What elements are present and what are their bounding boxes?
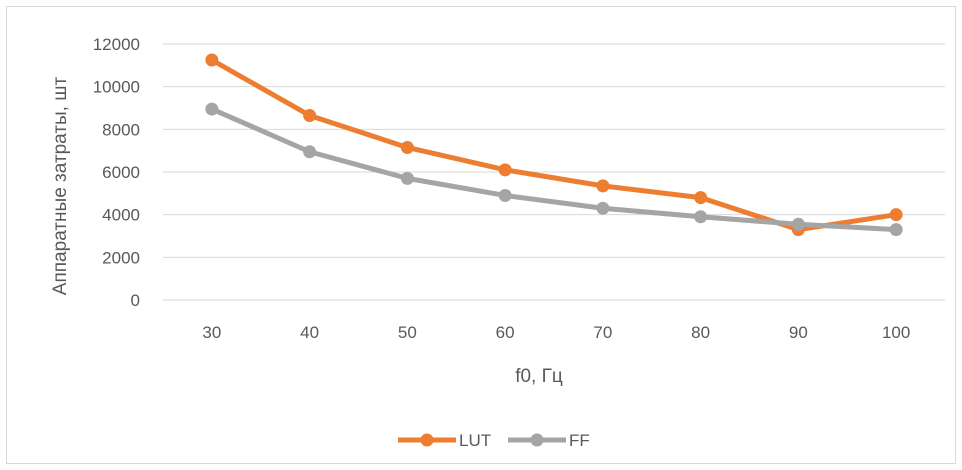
- data-point-ff: [400, 171, 414, 185]
- data-point-ff: [303, 145, 317, 159]
- data-point-ff: [791, 217, 805, 231]
- data-point-lut: [889, 208, 903, 222]
- y-tick-label: 10000: [93, 78, 140, 97]
- legend-item-ff: FF: [508, 431, 590, 450]
- data-point-lut: [498, 163, 512, 177]
- y-tick-label: 6000: [102, 163, 140, 182]
- data-point-lut: [303, 108, 317, 122]
- data-point-ff: [889, 223, 903, 237]
- x-tick-label: 60: [496, 323, 515, 342]
- y-axis-tick-labels: 0 2000 4000 6000 8000 10000 12000: [93, 35, 140, 310]
- x-axis-title: f0, Гц: [515, 366, 563, 387]
- y-tick-label: 2000: [102, 248, 140, 267]
- x-tick-label: 90: [789, 323, 808, 342]
- x-axis-tick-labels: 30 40 50 60 70 80 90 100: [202, 323, 910, 342]
- data-point-ff: [596, 201, 610, 215]
- y-axis-title: Аппаратные затраты, шт: [50, 77, 71, 296]
- series-lines: [205, 53, 903, 237]
- x-tick-label: 80: [691, 323, 710, 342]
- y-tick-label: 4000: [102, 206, 140, 225]
- legend-label: LUT: [459, 431, 491, 450]
- series-line-ff: [209, 106, 899, 233]
- data-point-ff: [498, 188, 512, 202]
- data-point-lut: [205, 53, 219, 67]
- legend-swatch-marker: [530, 433, 544, 447]
- legend: LUT FF: [398, 431, 590, 450]
- x-tick-label: 100: [882, 323, 910, 342]
- data-point-lut: [400, 140, 414, 154]
- x-tick-label: 30: [202, 323, 221, 342]
- legend-label: FF: [569, 431, 590, 450]
- x-tick-label: 70: [593, 323, 612, 342]
- x-tick-label: 40: [300, 323, 319, 342]
- legend-item-lut: LUT: [398, 431, 491, 450]
- x-tick-label: 50: [398, 323, 417, 342]
- data-point-ff: [205, 102, 219, 116]
- y-tick-label: 8000: [102, 120, 140, 139]
- legend-swatch-marker: [420, 433, 434, 447]
- data-point-lut: [694, 191, 708, 205]
- data-point-lut: [596, 179, 610, 193]
- y-tick-label: 12000: [93, 35, 140, 54]
- data-point-ff: [694, 210, 708, 224]
- y-tick-label: 0: [131, 291, 140, 310]
- grid-lines: [163, 43, 945, 301]
